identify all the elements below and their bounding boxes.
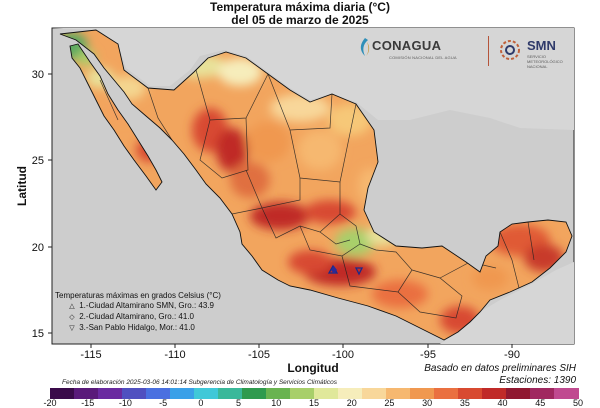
conagua-logo-icon (360, 38, 370, 56)
data-source-note: Basado en datos preliminares SIH Estacio… (424, 363, 576, 387)
colorbar-swatch (242, 388, 267, 399)
map-title: Temperatura máxima diaria (°C) (210, 0, 390, 14)
x-tick-label: -105 (248, 349, 270, 361)
y-tick-label: 30 (32, 69, 44, 81)
usa-land (52, 28, 574, 130)
station-marker-2 (331, 266, 337, 274)
colorbar-swatch (218, 388, 243, 399)
legend-title: Temperaturas máximas en grados Celsius (… (55, 291, 221, 300)
colorbar-label: -5 (159, 398, 168, 408)
colorbar-label: 30 (422, 398, 433, 408)
colorbar-swatch (74, 388, 99, 399)
legend-item: ◇ 2.-Ciudad Altamirano, Gro.: 41.0 (55, 312, 221, 323)
colorbar-swatch (506, 388, 531, 399)
smn-logo-subtext: SERVICIO METEOROLÓGICO NACIONAL (527, 54, 563, 69)
colorbar-label: -10 (118, 398, 132, 408)
central-america-land (440, 262, 574, 344)
legend-item-text: 3.-San Pablo Hidalgo, Mor.: 41.0 (79, 323, 195, 332)
x-axis-title: Longitud (287, 361, 338, 375)
basado-text: Basado en datos preliminares SIH (424, 363, 576, 374)
diamond-icon: ◇ (69, 314, 75, 321)
x-tick-label: -110 (164, 349, 185, 361)
legend-item-text: 2.-Ciudad Altamirano, Gro.: 41.0 (79, 312, 194, 321)
colorbar-label: 50 (572, 398, 583, 408)
baja-outline (69, 43, 163, 191)
estaciones-count: Estaciones: 1390 (499, 375, 576, 386)
colorbar-label: 15 (308, 398, 319, 408)
colorbar-label: 5 (236, 398, 242, 408)
colorbar-swatch (554, 388, 579, 399)
colorbar-swatch (530, 388, 555, 399)
colorbar-label: 40 (497, 398, 508, 408)
colorbar-swatch (194, 388, 219, 399)
colorbar-swatch (386, 388, 411, 399)
x-tick-label: -95 (420, 349, 436, 361)
x-tick-label: -90 (504, 349, 520, 361)
logos-banner: CONAGUA COMISIÓN NACIONAL DEL AGUA SMN S… (360, 30, 580, 72)
colorbar-swatch (266, 388, 291, 399)
colorbar-swatch (314, 388, 339, 399)
x-tick-label: -100 (332, 349, 354, 361)
colorbar-swatch (362, 388, 387, 399)
colorbar-swatch (98, 388, 123, 399)
colorbar-label: 35 (459, 398, 470, 408)
colorbar-label: 25 (384, 398, 395, 408)
colorbar-label: -15 (81, 398, 95, 408)
colorbar-swatch (338, 388, 363, 399)
conagua-logo-subtext: COMISIÓN NACIONAL DEL AGUA (389, 55, 457, 60)
legend-item: △ 1.-Ciudad Altamirano SMN, Gro.: 43.9 (55, 301, 221, 312)
colorbar-label: 45 (535, 398, 546, 408)
elaboration-footer: Fecha de elaboración 2025-03-06 14:01:14… (62, 379, 337, 386)
colorbar-label: 10 (271, 398, 282, 408)
colorbar-label: 0 (198, 398, 204, 408)
y-tick-label: 25 (32, 155, 44, 167)
station-legend: Temperaturas máximas en grados Celsius (… (55, 291, 221, 334)
colorbar-swatch (122, 388, 147, 399)
legend-item-text: 1.-Ciudad Altamirano SMN, Gro.: 43.9 (79, 301, 214, 310)
colorbar-swatch (458, 388, 483, 399)
colorbar-swatch (290, 388, 315, 399)
conagua-logo-text: CONAGUA (372, 38, 442, 53)
colorbar-swatch (482, 388, 507, 399)
y-tick-label: 15 (32, 328, 44, 340)
colorbar-swatch (410, 388, 435, 399)
triangle-up-icon: △ (69, 303, 75, 310)
smn-logo-icon (500, 40, 520, 60)
colorbar-swatch (146, 388, 171, 399)
y-axis-title: Latitud (15, 166, 29, 206)
triangle-down-icon: ▽ (69, 325, 75, 332)
colorbar-swatch (170, 388, 195, 399)
mexico-outline (59, 29, 573, 341)
colorbar-label: -20 (43, 398, 57, 408)
colorbar-label: 20 (346, 398, 357, 408)
station-marker-3 (354, 267, 364, 276)
smn-logo-text: SMN (527, 38, 556, 53)
x-tick-label: -115 (80, 349, 101, 361)
colorbar-swatch (434, 388, 459, 399)
map-subtitle: del 05 de marzo de 2025 (231, 13, 369, 27)
colorbar-swatch (50, 388, 75, 399)
legend-item: ▽ 3.-San Pablo Hidalgo, Mor.: 41.0 (55, 323, 221, 334)
logo-divider (488, 36, 489, 66)
y-tick-label: 20 (32, 242, 44, 254)
